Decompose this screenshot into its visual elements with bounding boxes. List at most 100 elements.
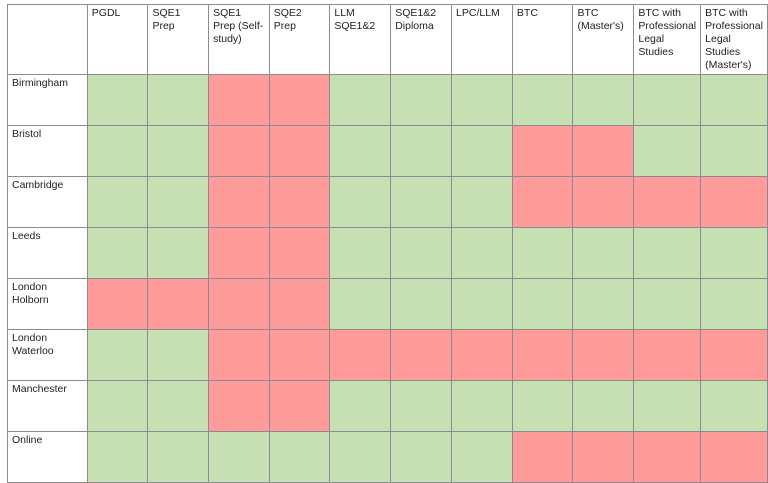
unavailable-cell xyxy=(511,431,574,483)
available-cell xyxy=(390,227,453,279)
unavailable-cell xyxy=(268,380,331,432)
available-cell xyxy=(147,74,210,126)
table-row: Online xyxy=(7,431,768,483)
available-cell xyxy=(633,278,702,330)
available-cell xyxy=(329,278,392,330)
table-row: Bristol xyxy=(7,125,768,177)
available-cell xyxy=(390,380,453,432)
available-cell xyxy=(86,176,149,228)
unavailable-cell xyxy=(700,431,768,483)
available-cell xyxy=(147,227,210,279)
available-cell xyxy=(451,278,513,330)
available-cell xyxy=(700,278,768,330)
unavailable-cell xyxy=(390,329,453,381)
available-cell xyxy=(511,278,574,330)
unavailable-cell xyxy=(208,176,270,228)
unavailable-cell xyxy=(208,278,270,330)
available-cell xyxy=(700,74,768,126)
available-cell xyxy=(329,74,392,126)
unavailable-cell xyxy=(268,227,331,279)
column-header: SQE1 Prep (Self-study) xyxy=(208,4,270,75)
column-header: BTC with Professional Legal Studies xyxy=(633,4,702,75)
available-cell xyxy=(633,125,702,177)
column-header: LPC/LLM xyxy=(451,4,513,75)
column-header: BTC xyxy=(511,4,574,75)
available-cell xyxy=(451,74,513,126)
location-label: Online xyxy=(7,431,88,483)
unavailable-cell xyxy=(268,74,331,126)
unavailable-cell xyxy=(268,329,331,381)
unavailable-cell xyxy=(86,278,149,330)
column-header: PGDL xyxy=(86,4,149,75)
available-cell xyxy=(86,74,149,126)
unavailable-cell xyxy=(700,176,768,228)
available-cell xyxy=(147,380,210,432)
available-cell xyxy=(572,74,635,126)
available-cell xyxy=(86,227,149,279)
available-cell xyxy=(147,176,210,228)
availability-table: PGDL SQE1 Prep SQE1 Prep (Self-study) SQ… xyxy=(7,4,768,483)
available-cell xyxy=(329,431,392,483)
available-cell xyxy=(451,380,513,432)
available-cell xyxy=(511,227,574,279)
corner-cell xyxy=(7,4,88,75)
unavailable-cell xyxy=(208,227,270,279)
table-row: Cambridge xyxy=(7,176,768,228)
unavailable-cell xyxy=(147,278,210,330)
available-cell xyxy=(268,431,331,483)
header-row: PGDL SQE1 Prep SQE1 Prep (Self-study) SQ… xyxy=(7,4,768,75)
unavailable-cell xyxy=(572,431,635,483)
unavailable-cell xyxy=(700,329,768,381)
location-label: London Waterloo xyxy=(7,329,88,381)
available-cell xyxy=(147,125,210,177)
available-cell xyxy=(451,227,513,279)
available-cell xyxy=(572,278,635,330)
unavailable-cell xyxy=(208,329,270,381)
available-cell xyxy=(147,329,210,381)
available-cell xyxy=(86,431,149,483)
available-cell xyxy=(633,74,702,126)
available-cell xyxy=(700,125,768,177)
unavailable-cell xyxy=(268,125,331,177)
available-cell xyxy=(511,74,574,126)
unavailable-cell xyxy=(451,329,513,381)
column-header: BTC with Professional Legal Studies (Mas… xyxy=(700,4,768,75)
available-cell xyxy=(511,380,574,432)
unavailable-cell xyxy=(633,431,702,483)
unavailable-cell xyxy=(633,329,702,381)
available-cell xyxy=(390,431,453,483)
location-label: Manchester xyxy=(7,380,88,432)
available-cell xyxy=(572,380,635,432)
location-label: Leeds xyxy=(7,227,88,279)
table-row: Birmingham xyxy=(7,74,768,126)
available-cell xyxy=(451,431,513,483)
available-cell xyxy=(633,227,702,279)
available-cell xyxy=(86,125,149,177)
table-row: Manchester xyxy=(7,380,768,432)
column-header: BTC (Master's) xyxy=(572,4,635,75)
available-cell xyxy=(390,278,453,330)
available-cell xyxy=(208,431,270,483)
available-cell xyxy=(390,125,453,177)
available-cell xyxy=(329,125,392,177)
unavailable-cell xyxy=(572,329,635,381)
unavailable-cell xyxy=(572,176,635,228)
available-cell xyxy=(329,227,392,279)
unavailable-cell xyxy=(208,125,270,177)
table-row: London Holborn xyxy=(7,278,768,330)
location-label: Cambridge xyxy=(7,176,88,228)
unavailable-cell xyxy=(511,329,574,381)
available-cell xyxy=(147,431,210,483)
unavailable-cell xyxy=(268,176,331,228)
available-cell xyxy=(451,125,513,177)
unavailable-cell xyxy=(572,125,635,177)
available-cell xyxy=(329,176,392,228)
available-cell xyxy=(86,380,149,432)
available-cell xyxy=(86,329,149,381)
available-cell xyxy=(633,380,702,432)
available-cell xyxy=(451,176,513,228)
location-label: London Holborn xyxy=(7,278,88,330)
unavailable-cell xyxy=(511,176,574,228)
available-cell xyxy=(700,380,768,432)
column-header: SQE2 Prep xyxy=(268,4,331,75)
